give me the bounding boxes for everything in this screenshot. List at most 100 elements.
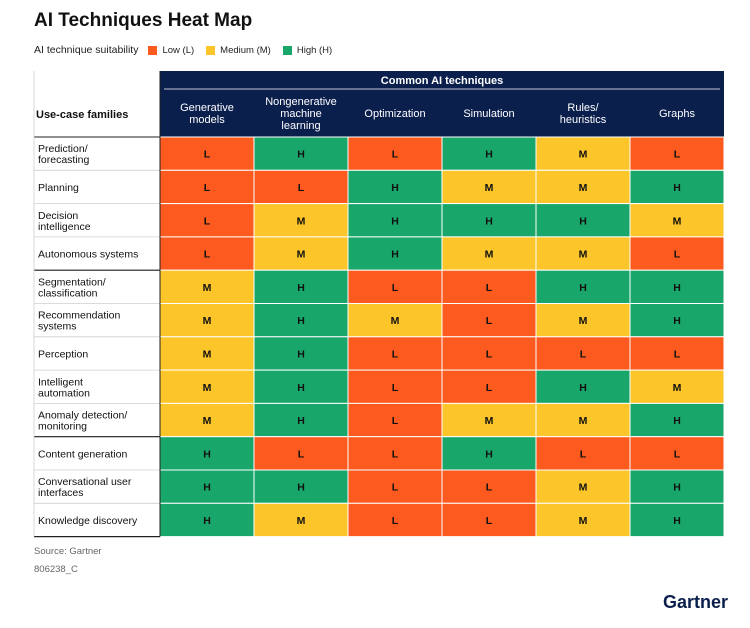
cell-label-recommendation-systems-rules-heuristics: M [579, 315, 588, 327]
cell-prediction-forecasting-optimization [347, 136, 443, 171]
cell-anomaly-detection-monitoring-graphs [629, 402, 725, 438]
cell-label-planning-generative-models: L [204, 182, 211, 194]
row-label-decision-intelligence: Decision intelligence [38, 210, 91, 233]
cell-label-intelligent-automation-simulation: L [486, 382, 493, 394]
cell-decision-intelligence-graphs [629, 203, 725, 238]
cell-anomaly-detection-monitoring-rules-heuristics [535, 402, 631, 438]
cell-autonomous-systems-rules-heuristics [535, 236, 631, 271]
row-label-conversational-user-interfaces: Conversational user interfaces [38, 476, 132, 499]
column-header-graphs: Graphs [659, 108, 696, 120]
cell-label-knowledge-discovery-rules-heuristics: M [579, 515, 588, 527]
row-label-intelligent-automation: Intelligent automation [38, 376, 90, 399]
row-label-planning: Planning [38, 182, 79, 194]
cell-label-perception-rules-heuristics: L [580, 348, 587, 360]
cell-conversational-user-interfaces-nongenerative-machine-learning [253, 469, 349, 504]
cell-conversational-user-interfaces-rules-heuristics [535, 469, 631, 504]
cell-label-content-generation-rules-heuristics: L [580, 448, 587, 460]
legend-swatch-low [148, 45, 158, 55]
cell-label-anomaly-detection-monitoring-simulation: M [485, 415, 494, 427]
cell-prediction-forecasting-simulation [441, 136, 537, 171]
cell-decision-intelligence-simulation [441, 203, 537, 238]
legend-item-medium: Medium (M) [206, 45, 271, 56]
cell-autonomous-systems-graphs [629, 236, 725, 271]
cell-label-knowledge-discovery-simulation: L [486, 515, 493, 527]
cell-label-knowledge-discovery-graphs: H [673, 515, 681, 527]
cell-recommendation-systems-nongenerative-machine-learning [253, 303, 349, 338]
legend-label-high: High (H) [296, 44, 333, 56]
cell-label-decision-intelligence-optimization: H [391, 215, 399, 227]
cell-label-recommendation-systems-nongenerative-machine-learning: H [297, 315, 305, 327]
row-label-segmentation-classification: Segmentation/classification [38, 276, 106, 299]
cell-label-autonomous-systems-rules-heuristics: M [579, 249, 588, 261]
cell-intelligent-automation-simulation [441, 369, 537, 404]
cell-label-anomaly-detection-monitoring-rules-heuristics: M [579, 415, 588, 427]
cell-label-conversational-user-interfaces-optimization: L [392, 482, 399, 494]
cell-label-conversational-user-interfaces-generative-models: H [203, 482, 211, 494]
cell-content-generation-graphs [629, 436, 725, 471]
column-header-simulation: Simulation [463, 108, 514, 120]
row-header-label: Use-case families [36, 109, 128, 121]
header-band [160, 71, 724, 137]
cell-decision-intelligence-optimization [347, 203, 443, 238]
cell-label-intelligent-automation-rules-heuristics: H [579, 382, 587, 394]
cell-perception-simulation [441, 336, 537, 371]
cell-label-decision-intelligence-graphs: M [673, 215, 682, 227]
column-header-nongenerative-machine-learning: Nongenerative machine learning [265, 96, 337, 132]
cell-anomaly-detection-monitoring-optimization [347, 402, 443, 438]
cell-label-content-generation-graphs: L [674, 448, 681, 460]
cell-label-autonomous-systems-nongenerative-machine-learning: M [297, 249, 306, 261]
legend-swatch-medium [206, 45, 216, 55]
legend-item-high: High (H) [282, 44, 333, 56]
cell-label-content-generation-nongenerative-machine-learning: L [298, 448, 305, 460]
cell-planning-simulation [441, 169, 537, 205]
cell-autonomous-systems-generative-models [159, 236, 255, 271]
cell-label-planning-optimization: H [391, 182, 399, 194]
cell-content-generation-optimization [347, 436, 443, 471]
cell-segmentation-classification-generative-models [159, 269, 255, 305]
cell-label-segmentation-classification-graphs: H [673, 282, 681, 294]
cell-label-knowledge-discovery-nongenerative-machine-learning: M [297, 515, 306, 527]
cell-perception-nongenerative-machine-learning [253, 336, 349, 371]
row-label-prediction-forecasting: Prediction/forecasting [38, 143, 90, 166]
cell-label-autonomous-systems-graphs: L [674, 249, 681, 261]
cell-prediction-forecasting-graphs [629, 136, 725, 171]
cell-label-prediction-forecasting-nongenerative-machine-learning: H [297, 149, 305, 161]
cell-label-prediction-forecasting-optimization: L [392, 149, 399, 161]
row-label-recommendation-systems: Recommendation systems [38, 310, 120, 333]
figure-code: 806238_C [34, 564, 78, 575]
cell-label-knowledge-discovery-optimization: L [392, 515, 399, 527]
cell-label-segmentation-classification-nongenerative-machine-learning: H [297, 282, 305, 294]
cell-label-anomaly-detection-monitoring-graphs: H [673, 415, 681, 427]
cell-intelligent-automation-nongenerative-machine-learning [253, 369, 349, 404]
cell-planning-graphs [629, 169, 725, 205]
cell-decision-intelligence-rules-heuristics [535, 203, 631, 238]
cell-anomaly-detection-monitoring-simulation [441, 402, 537, 438]
source-note: Source: Gartner [34, 546, 102, 557]
cell-recommendation-systems-generative-models [159, 303, 255, 338]
cell-label-intelligent-automation-optimization: L [392, 382, 399, 394]
column-group-label: Common AI techniques [381, 75, 503, 87]
cell-label-conversational-user-interfaces-graphs: H [673, 482, 681, 494]
cell-label-segmentation-classification-optimization: L [392, 282, 399, 294]
legend-swatch-high [282, 45, 292, 55]
cell-label-perception-optimization: L [392, 348, 399, 360]
brand-logo: Gartner [662, 592, 728, 612]
row-label-perception: Perception [38, 348, 88, 360]
legend-label-medium: Medium (M) [220, 44, 271, 56]
column-header-generative-models: Generative models [180, 102, 234, 126]
cell-label-decision-intelligence-rules-heuristics: H [579, 215, 587, 227]
cell-planning-optimization [347, 169, 443, 205]
chart-title: AI Techniques Heat Map [34, 10, 253, 31]
row-label-knowledge-discovery: Knowledge discovery [38, 515, 138, 527]
cell-label-decision-intelligence-generative-models: L [204, 215, 211, 227]
cell-planning-rules-heuristics [535, 169, 631, 205]
cell-conversational-user-interfaces-graphs [629, 469, 725, 504]
cell-label-perception-nongenerative-machine-learning: H [297, 348, 305, 360]
cell-label-segmentation-classification-simulation: L [486, 282, 493, 294]
cell-label-conversational-user-interfaces-rules-heuristics: M [579, 482, 588, 494]
cell-label-recommendation-systems-generative-models: M [203, 315, 212, 327]
legend-title: AI technique suitability [34, 44, 139, 56]
cell-label-planning-nongenerative-machine-learning: L [298, 182, 305, 194]
cell-label-planning-simulation: M [485, 182, 494, 194]
cell-label-conversational-user-interfaces-simulation: L [486, 482, 493, 494]
